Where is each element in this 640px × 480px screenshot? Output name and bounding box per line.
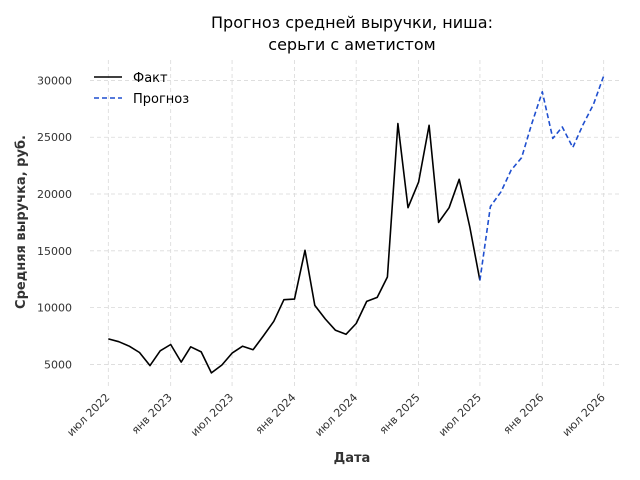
x-tick-label: янв 2026 (501, 391, 547, 437)
y-tick-label: 25000 (37, 131, 72, 144)
y-tick-label: 10000 (37, 302, 72, 315)
chart-title-line1: Прогноз средней выручки, ниша: (211, 13, 493, 32)
x-tick-label: июл 2024 (312, 391, 360, 439)
y-axis-label: Средняя выручка, руб. (14, 135, 29, 309)
x-tick-label: июл 2025 (436, 391, 484, 439)
y-axis-ticks: 5000 10000 15000 20000 25000 30000 (37, 74, 72, 371)
x-tick-label: июл 2026 (560, 391, 608, 439)
x-tick-label: янв 2024 (253, 391, 299, 437)
x-axis-ticks: июл 2022 янв 2023 июл 2023 янв 2024 июл 2024… (64, 391, 607, 439)
x-tick-label: янв 2023 (129, 391, 175, 437)
legend-forecast-label: Прогноз (133, 92, 189, 107)
y-tick-label: 5000 (44, 358, 72, 371)
x-tick-label: июл 2022 (64, 391, 112, 439)
x-tick-label: июл 2023 (188, 391, 236, 439)
forecast-series-line (479, 75, 605, 281)
legend: Факт Прогноз (94, 71, 189, 107)
fact-series-line (108, 122, 481, 374)
chart-title-line2: серьги с аметистом (268, 35, 435, 54)
x-tick-label: янв 2025 (377, 391, 423, 437)
y-tick-label: 20000 (37, 188, 72, 201)
legend-fact-label: Факт (133, 71, 168, 86)
y-tick-label: 15000 (37, 245, 72, 258)
grid (90, 60, 622, 386)
plot-lines (108, 75, 605, 374)
y-tick-label: 30000 (37, 74, 72, 87)
x-axis-label: Дата (334, 451, 371, 466)
